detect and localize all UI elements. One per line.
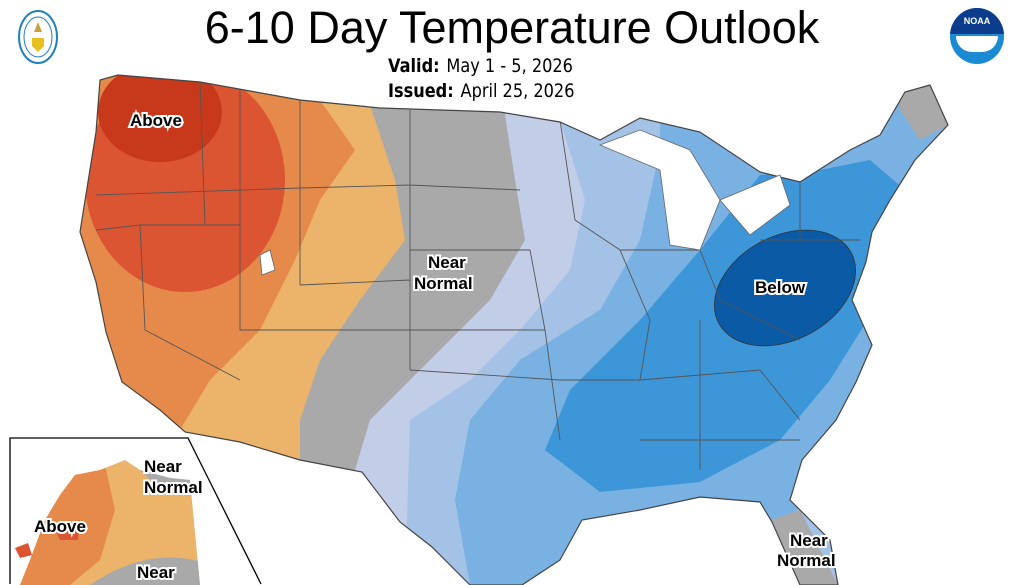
doc-seal-icon bbox=[18, 10, 58, 64]
label-ak-near-normal-s: Near bbox=[137, 563, 175, 582]
valid-dates: Valid: May 1 - 5, 2026 bbox=[388, 55, 573, 77]
alaska-inset-frame bbox=[9, 437, 262, 585]
state-borders bbox=[95, 81, 860, 470]
noaa-logo-icon: NOAA bbox=[950, 8, 1004, 64]
issued-value: April 25, 2026 bbox=[460, 80, 575, 102]
alaska-inset bbox=[9, 437, 262, 585]
label-ak-above: Above bbox=[34, 517, 86, 536]
great-lakes bbox=[259, 129, 791, 276]
label-above-nw: Above bbox=[130, 111, 182, 130]
label-ak-near-normal-1: Near bbox=[144, 457, 182, 476]
valid-value: May 1 - 5, 2026 bbox=[446, 55, 573, 77]
region-below-dark bbox=[714, 229, 856, 347]
issued-date: Issued: April 25, 2026 bbox=[388, 80, 574, 102]
label-near-normal-fl-2: Normal bbox=[777, 551, 836, 570]
issued-label: Issued: bbox=[388, 80, 454, 102]
label-ak-near-normal-2: Normal bbox=[144, 478, 203, 497]
valid-label: Valid: bbox=[388, 55, 440, 77]
label-near-normal-fl-1: Near bbox=[790, 531, 828, 550]
page-title: 6-10 Day Temperature Outlook bbox=[204, 2, 820, 53]
region-near-normal-maine bbox=[900, 80, 948, 140]
noaa-logo-text: NOAA bbox=[963, 16, 991, 26]
label-below-east: Below bbox=[755, 278, 806, 297]
label-near-normal-center-2: Normal bbox=[414, 274, 473, 293]
region-above-dark bbox=[98, 75, 222, 162]
label-near-normal-center-1: Near bbox=[428, 253, 466, 272]
conus-outline bbox=[79, 74, 949, 585]
